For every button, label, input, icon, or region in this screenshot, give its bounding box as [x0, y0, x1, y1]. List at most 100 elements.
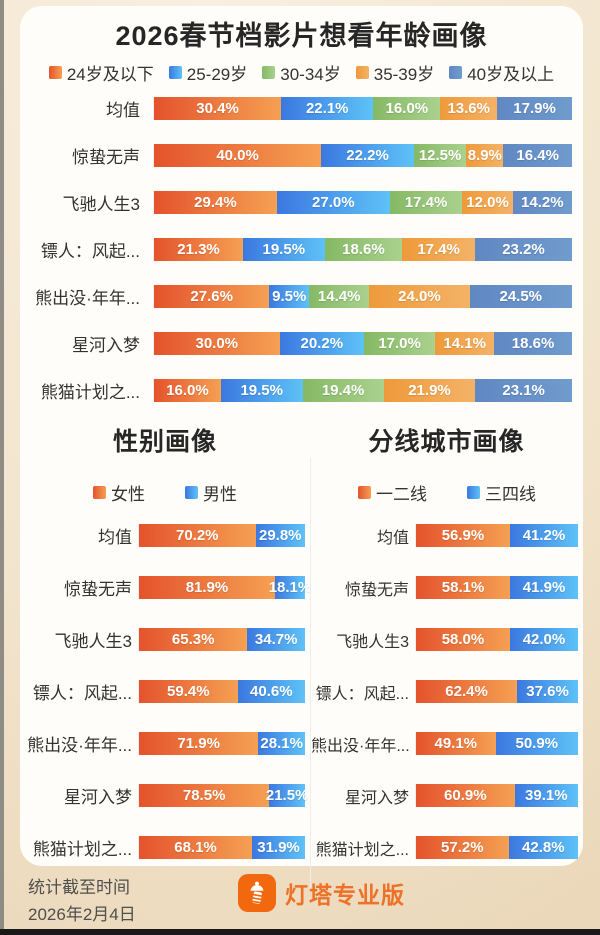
bar-segment: 40.0% [154, 144, 322, 167]
bar-segment: 30.0% [154, 332, 280, 355]
stacked-bar: 49.1% 50.9% [415, 732, 578, 755]
legend-swatch-icon [185, 486, 198, 499]
chart-row: 惊蛰无声 81.9% 18.1% [20, 576, 311, 599]
bar-segment: 57.2% [416, 836, 509, 859]
bar-segment: 18.6% [494, 332, 572, 355]
bar-segment: 16.0% [373, 97, 441, 120]
row-label: 熊猫计划之... [32, 840, 132, 859]
bar-segment: 28.1% [258, 732, 305, 755]
stacked-bar: 27.6% 9.5% 14.4% 24.0% 24.5% [153, 285, 572, 308]
bar-segment: 40.6% [237, 680, 305, 703]
age-chart-rows: 均值 30.4% 22.1% 16.0% 13.6% 17.9% 惊蛰无声 40.0% 22.2… [20, 97, 583, 402]
bar-segment: 49.1% [416, 732, 496, 755]
row-label: 飞驰人生3 [336, 633, 409, 651]
stacked-bar: 62.4% 37.6% [415, 680, 578, 703]
bar-segment: 27.0% [276, 191, 390, 214]
legend-swatch-icon [358, 486, 371, 499]
bar-segment: 41.9% [510, 576, 578, 599]
bar-segment: 23.1% [475, 379, 572, 402]
chart-row: 飞驰人生3 65.3% 34.7% [20, 628, 310, 651]
row-label: 星河入梦 [64, 788, 132, 807]
chart-row: 星河入梦 78.5% 21.5% [20, 784, 310, 807]
stacked-bar: 29.4% 27.0% 17.4% 12.0% 14.2% [153, 191, 572, 214]
chart-row: 均值 56.9% 41.2% [311, 524, 583, 547]
bar-segment: 24.5% [469, 285, 572, 308]
bar-segment: 19.4% [302, 379, 384, 402]
bar-segment: 21.9% [383, 379, 476, 402]
chart-row: 镖人：风起... 21.3% 19.5% 18.6% 17.4% 23.2% [20, 238, 583, 261]
row-label: 星河入梦 [72, 336, 140, 355]
gender-chart-title: 性别画像 [112, 428, 217, 456]
bar-segment: 22.1% [281, 97, 374, 120]
bar-segment: 21.3% [154, 238, 244, 261]
stacked-bar: 65.3% 34.7% [138, 628, 305, 651]
chart-row: 均值 30.4% 22.1% 16.0% 13.6% 17.9% [20, 97, 583, 120]
bar-segment: 42.0% [509, 628, 578, 651]
row-label: 均值 [98, 528, 132, 547]
page-title: 2026春节档影片想看年龄画像 [115, 21, 488, 51]
chart-row: 星河入梦 60.9% 39.1% [311, 784, 583, 807]
legend-item: 25-29岁 [168, 60, 248, 85]
legend-label: 三四线 [485, 485, 536, 504]
bar-segment: 59.4% [139, 680, 238, 703]
stacked-bar: 21.3% 19.5% 18.6% 17.4% 23.2% [153, 238, 572, 261]
bar-segment: 13.6% [440, 97, 498, 120]
chart-row: 星河入梦 30.0% 20.2% 17.0% 14.1% 18.6% [20, 332, 583, 355]
section-titles: 性别画像 分线城市画像 [20, 426, 583, 458]
infographic-card: 2026春节档影片想看年龄画像 24岁及以下 25-29岁 30-34岁 35-39岁… [20, 6, 583, 888]
stacked-bar: 58.1% 41.9% [415, 576, 578, 599]
legend-swatch-icon [355, 66, 369, 79]
chart-row: 镖人：风起... 59.4% 40.6% [20, 680, 310, 703]
legend-swatch-icon [449, 66, 463, 79]
stacked-bar: 56.9% 41.2% [415, 524, 578, 547]
legend-swatch-icon [467, 486, 480, 499]
legend-item: 30-34岁 [262, 60, 341, 85]
stat-caption-line1: 统计截至时间 [28, 878, 130, 897]
legend-label: 35-39岁 [373, 65, 435, 84]
legend-label: 男性 [203, 485, 237, 504]
row-label: 惊蛰无声 [344, 581, 409, 599]
bar-segment: 27.6% [154, 285, 270, 308]
bar-segment: 62.4% [416, 680, 518, 703]
bar-segment: 39.1% [514, 784, 578, 807]
chart-row: 熊出没·年年... 27.6% 9.5% 14.4% 24.0% 24.5% [20, 285, 583, 308]
age-distribution-chart: 24岁及以下 25-29岁 30-34岁 35-39岁 40岁及以上 均值 30.4% 22… [20, 60, 583, 402]
chart-row: 熊猫计划之... 57.2% 42.8% [311, 836, 583, 859]
bar-segment: 29.8% [255, 524, 305, 547]
legend-item: 40岁及以上 [449, 60, 554, 85]
bottom-charts: 女性 男性 均值 70.2% 29.8% 惊蛰无声 81.9% 18.1% 飞驰人生3 65.3… [20, 458, 583, 888]
row-label: 镖人：风起... [315, 685, 409, 703]
bar-segment: 16.4% [503, 144, 572, 167]
row-label: 惊蛰无声 [64, 580, 132, 599]
bar-segment: 56.9% [416, 524, 510, 547]
bar-segment: 18.1% [269, 576, 311, 599]
brand-name: 灯塔专业版 [285, 882, 405, 908]
gender-chart-rows: 均值 70.2% 29.8% 惊蛰无声 81.9% 18.1% 飞驰人生3 65.3% 34.7… [20, 524, 311, 859]
stacked-bar: 81.9% 18.1% [138, 576, 311, 599]
bar-segment: 12.0% [462, 191, 513, 214]
row-label: 镖人：风起... [40, 242, 140, 261]
chart-row: 惊蛰无声 40.0% 22.2% 12.5% 8.9% 16.4% [20, 144, 583, 167]
bar-segment: 8.9% [466, 144, 504, 167]
stacked-bar: 30.0% 20.2% 17.0% 14.1% 18.6% [153, 332, 572, 355]
legend-swatch-icon [93, 486, 106, 499]
bar-segment: 42.8% [508, 836, 578, 859]
legend-swatch-icon [48, 66, 62, 79]
row-label: 惊蛰无声 [72, 148, 140, 167]
chart-row: 惊蛰无声 58.1% 41.9% [311, 576, 583, 599]
row-label: 熊猫计划之... [315, 841, 409, 859]
stacked-bar: 16.0% 19.5% 19.4% 21.9% 23.1% [153, 379, 572, 402]
footer: 统计截至时间 2026年2月4日 灯塔专业版 [0, 872, 600, 928]
bar-segment: 20.2% [279, 332, 365, 355]
legend-label: 25-29岁 [186, 65, 248, 84]
legend-label: 24岁及以下 [66, 65, 154, 84]
bar-segment: 60.9% [416, 784, 515, 807]
bar-segment: 19.5% [243, 238, 325, 261]
bar-segment: 41.2% [509, 524, 578, 547]
stacked-bar: 78.5% 21.5% [138, 784, 308, 807]
legend-swatch-icon [168, 66, 182, 79]
stacked-bar: 71.9% 28.1% [138, 732, 305, 755]
city-chart-legend: 一二线 三四线 [311, 480, 583, 505]
bar-segment: 14.1% [435, 332, 495, 355]
stacked-bar: 30.4% 22.1% 16.0% 13.6% 17.9% [153, 97, 572, 120]
